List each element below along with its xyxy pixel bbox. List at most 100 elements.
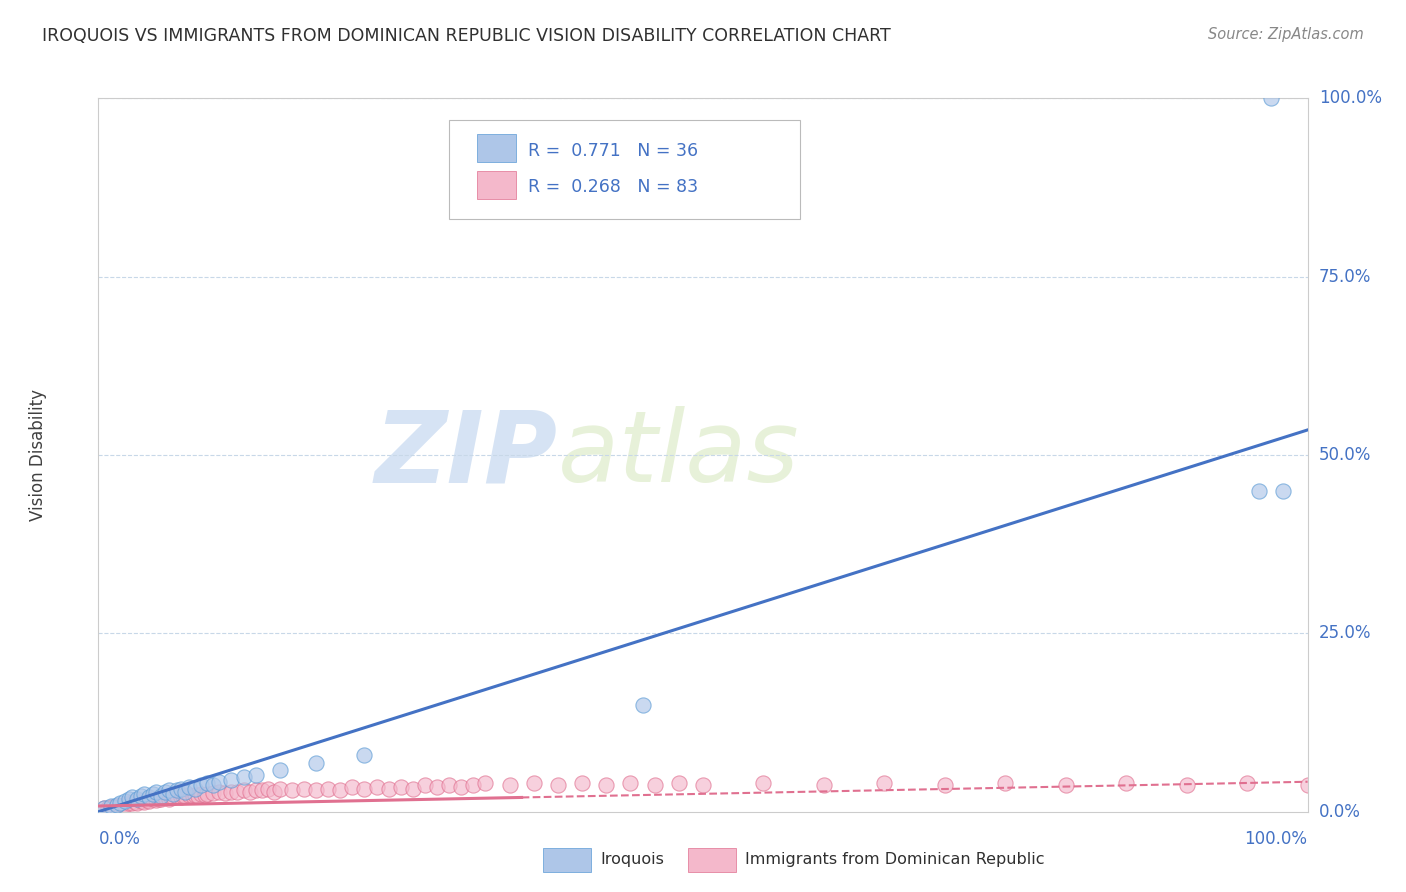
Point [245, 767, 267, 781]
FancyBboxPatch shape [477, 134, 516, 162]
Point [190, 787, 212, 801]
Point [1249, 483, 1271, 498]
Point [692, 778, 714, 792]
Point [281, 783, 304, 797]
Point [97, 801, 120, 815]
Point [142, 792, 165, 806]
Point [1175, 778, 1198, 792]
Point [124, 795, 146, 809]
Point [153, 785, 176, 799]
Point [1296, 778, 1319, 792]
Point [181, 789, 204, 803]
Point [195, 787, 218, 801]
Point [187, 789, 209, 803]
Point [389, 780, 412, 794]
Point [194, 788, 217, 802]
FancyBboxPatch shape [543, 848, 591, 872]
Point [118, 796, 141, 810]
Point [316, 781, 339, 796]
Point [118, 792, 141, 806]
Point [138, 790, 160, 805]
Point [138, 794, 160, 808]
Point [129, 789, 152, 803]
Point [1236, 776, 1258, 790]
Point [305, 756, 328, 771]
Point [114, 794, 136, 808]
Point [305, 783, 328, 797]
Point [190, 778, 212, 792]
Point [752, 776, 775, 790]
Point [644, 778, 666, 792]
Point [184, 788, 207, 802]
Point [174, 785, 197, 799]
Point [145, 785, 167, 799]
FancyBboxPatch shape [477, 170, 516, 200]
Point [166, 783, 188, 797]
Point [93, 801, 115, 815]
Point [619, 776, 641, 790]
Point [463, 778, 485, 792]
Point [101, 799, 124, 814]
Point [226, 785, 249, 799]
Point [100, 800, 122, 814]
Point [523, 776, 546, 790]
Point [631, 698, 654, 712]
Point [142, 787, 165, 801]
Point [160, 790, 183, 805]
Point [121, 790, 143, 805]
Point [108, 799, 131, 814]
Text: 100.0%: 100.0% [1244, 830, 1308, 847]
Text: Source: ZipAtlas.com: Source: ZipAtlas.com [1208, 27, 1364, 42]
Point [377, 781, 399, 796]
Point [329, 783, 352, 797]
Point [1054, 778, 1077, 792]
Text: R =  0.771   N = 36: R = 0.771 N = 36 [527, 142, 697, 160]
Text: Iroquois: Iroquois [600, 852, 664, 867]
Text: 75.0%: 75.0% [1319, 268, 1371, 285]
Point [269, 781, 291, 796]
Point [239, 785, 262, 799]
Point [195, 776, 218, 790]
Point [873, 776, 896, 790]
Point [184, 781, 207, 796]
Point [157, 783, 180, 797]
Point [108, 796, 131, 810]
Point [162, 790, 184, 805]
Point [202, 786, 225, 800]
Point [166, 789, 188, 803]
Point [256, 781, 278, 796]
Point [342, 780, 364, 794]
Point [232, 783, 254, 797]
Text: atlas: atlas [558, 407, 800, 503]
Point [157, 792, 180, 806]
Text: 0.0%: 0.0% [1319, 803, 1361, 821]
Point [214, 786, 236, 800]
Point [134, 787, 156, 801]
Point [135, 793, 157, 807]
Point [547, 778, 569, 792]
Point [426, 780, 449, 794]
FancyBboxPatch shape [449, 120, 800, 219]
Text: ZIP: ZIP [375, 407, 558, 503]
Point [127, 796, 149, 810]
Point [145, 793, 167, 807]
Point [172, 789, 194, 803]
Text: 0.0%: 0.0% [98, 830, 141, 847]
Point [934, 778, 956, 792]
Point [994, 776, 1017, 790]
Point [1115, 776, 1137, 790]
Point [177, 788, 201, 802]
Point [105, 797, 128, 812]
Text: 100.0%: 100.0% [1319, 89, 1382, 107]
Point [177, 780, 201, 794]
Text: 50.0%: 50.0% [1319, 446, 1371, 464]
Point [202, 778, 225, 792]
Point [245, 783, 267, 797]
Point [366, 780, 388, 794]
Point [232, 771, 254, 785]
Point [402, 781, 425, 796]
Point [353, 747, 375, 762]
Point [114, 797, 136, 812]
Text: Vision Disability: Vision Disability [30, 389, 46, 521]
Point [169, 790, 191, 805]
